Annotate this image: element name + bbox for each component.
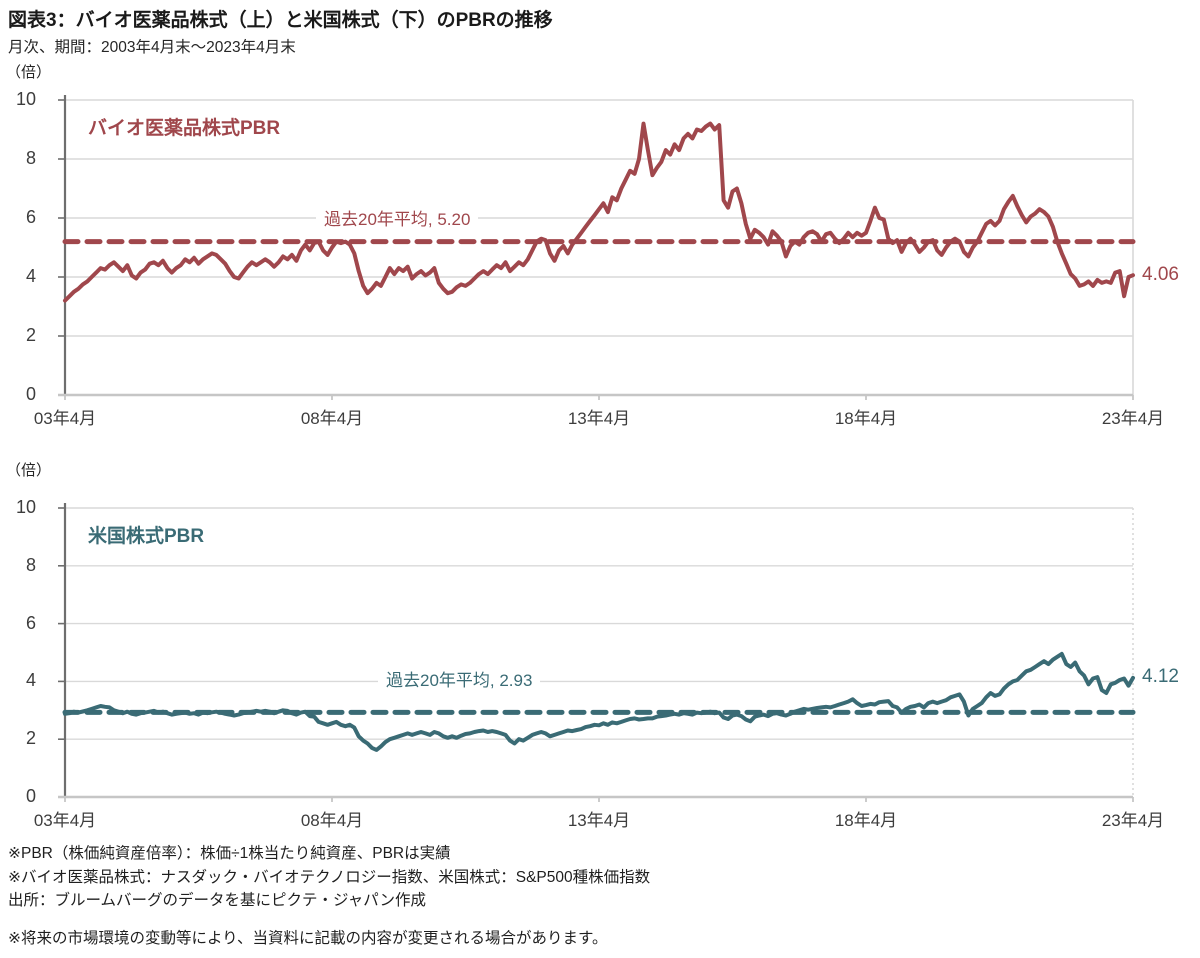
x-tick-label: 08年4月 (300, 409, 364, 428)
y-tick-label: 0 (25, 384, 36, 404)
y-tick-label: 4 (25, 670, 36, 690)
y-tick-label: 8 (25, 148, 36, 168)
y-tick-label: 2 (25, 728, 36, 748)
y-tick-label: 4 (25, 266, 36, 286)
x-tick-label: 23年4月 (1101, 409, 1165, 428)
us-stock-series-label: 米国株式PBR (88, 526, 205, 547)
footnote-line: 出所：ブルームバーグのデータを基にピクテ・ジャパン作成 (8, 892, 427, 909)
y-tick-label: 10 (15, 89, 36, 109)
x-tick-label: 23年4月 (1101, 811, 1165, 830)
footnotes: ※PBR（株価純資産倍率）：株価÷1株当たり純資産、PBRは実績 ※バイオ医薬品… (8, 842, 650, 913)
y-axis-unit-top: （倍） (6, 64, 52, 81)
y-axis-unit-bottom: （倍） (6, 462, 52, 479)
x-tick-label: 03年4月 (33, 811, 97, 830)
biotech-average-label: 過去20年平均, 5.20 (316, 205, 479, 230)
y-tick-label: 6 (25, 613, 36, 633)
footnote-line: ※バイオ医薬品株式：ナスダック・バイオテクノロジー指数、米国株式：S&P500種… (8, 868, 651, 886)
x-tick-label: 18年4月 (834, 811, 898, 830)
biotech-series-label: バイオ医薬品株式PBR (88, 118, 281, 139)
us-stock-average-label: 過去20年平均, 2.93 (378, 666, 541, 691)
x-tick-label: 03年4月 (33, 409, 97, 428)
us-stock-end-value: 4.12 (1142, 666, 1179, 687)
y-tick-label: 2 (25, 325, 36, 345)
y-tick-label: 6 (25, 207, 36, 227)
x-tick-label: 08年4月 (300, 811, 364, 830)
y-tick-label: 10 (15, 497, 36, 517)
footnote-line: ※PBR（株価純資産倍率）：株価÷1株当たり純資産、PBRは実績 (8, 845, 451, 862)
page-title: 図表3：バイオ医薬品株式（上）と米国株式（下）のPBRの推移 (8, 10, 553, 31)
biotech-end-value: 4.06 (1142, 264, 1179, 285)
page-subtitle: 月次、期間：2003年4月末～2023年4月末 (8, 39, 296, 56)
y-tick-label: 8 (25, 555, 36, 575)
x-tick-label: 13年4月 (567, 811, 631, 830)
x-tick-label: 18年4月 (834, 409, 898, 428)
x-tick-label: 13年4月 (567, 409, 631, 428)
y-tick-label: 0 (25, 786, 36, 806)
disclaimer: ※将来の市場環境の変動等により、当資料に記載の内容が変更される場合があります。 (8, 930, 608, 947)
